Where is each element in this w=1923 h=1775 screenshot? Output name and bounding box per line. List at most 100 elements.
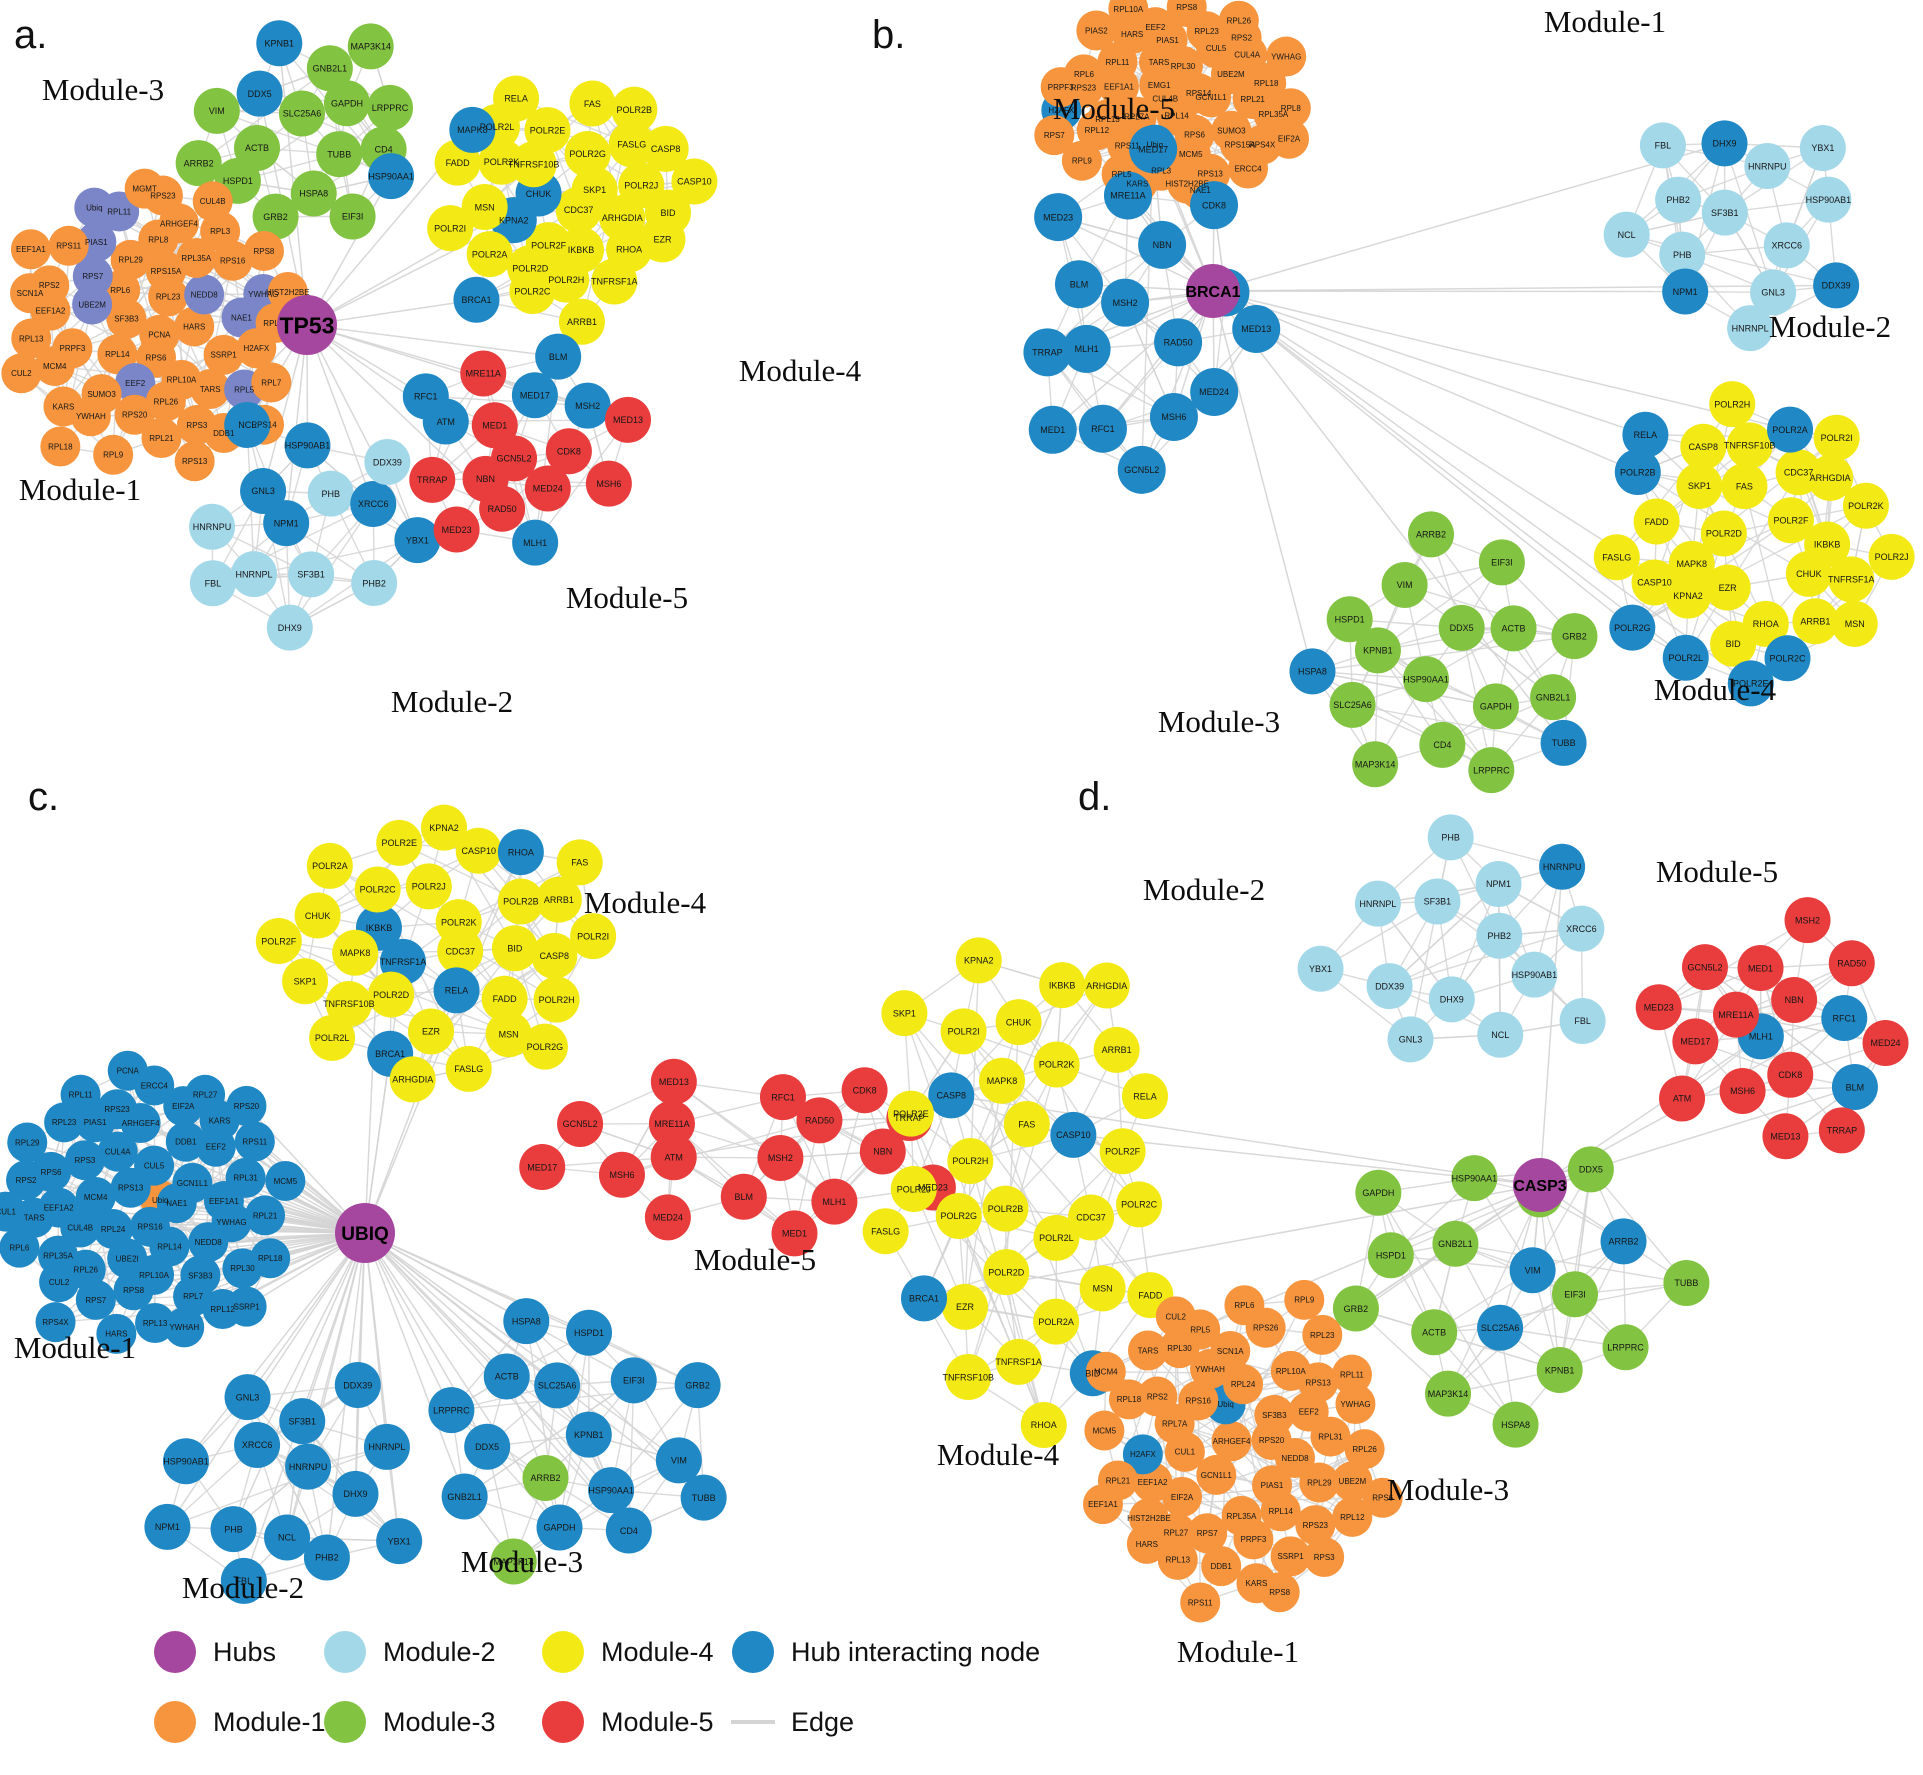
node-KPNB1: [1354, 627, 1401, 674]
node-POLR2K: [1842, 482, 1889, 529]
node-ARHGDIA: [389, 1056, 436, 1103]
module-label-d-module-3: Module-3: [1387, 1472, 1509, 1507]
node-RPL13: [1157, 1539, 1198, 1580]
node-PHB: [1427, 814, 1474, 861]
node-GRB2: [252, 193, 299, 240]
node-FBL: [189, 560, 236, 607]
node-MSN: [461, 184, 508, 231]
module-label-c-module-2: Module-2: [182, 1570, 304, 1605]
node-SF3B1: [1701, 189, 1748, 236]
node-MAP3K14: [347, 23, 394, 70]
node-MRE11A: [460, 350, 507, 397]
node-YWHAG: [1266, 36, 1307, 77]
node-FBL: [220, 1557, 267, 1604]
node-KARS: [43, 386, 84, 427]
node-HNRNPL: [363, 1423, 410, 1470]
node-RELA: [1622, 411, 1669, 458]
module-label-c-module-3: Module-3: [461, 1544, 583, 1579]
node-POLR2L: [309, 1014, 356, 1061]
node-CASP8: [531, 932, 578, 979]
node-HARS: [96, 1313, 137, 1354]
node-RPL18: [1108, 1379, 1149, 1420]
node-RPL14: [97, 334, 138, 375]
node-CUL4A: [97, 1131, 138, 1172]
node-CASP10: [455, 827, 502, 874]
node-POLR2B: [982, 1185, 1029, 1232]
node-MED17: [1129, 125, 1178, 174]
node-MCM5: [1084, 1410, 1125, 1451]
node-RPL23: [1302, 1314, 1343, 1355]
node-EIF3I: [610, 1357, 657, 1404]
node-GCN5L2: [1681, 944, 1728, 991]
node-ARRB2: [175, 140, 222, 187]
node-IKBKB: [1804, 521, 1851, 568]
node-RPS3: [64, 1140, 105, 1181]
node-POLR2H: [1709, 381, 1756, 428]
node-HARS: [174, 306, 215, 347]
node-POLR2J: [890, 1166, 937, 1213]
node-MAP3K14: [1425, 1370, 1472, 1417]
node-POLR2E: [524, 107, 571, 154]
node-RAD50: [1154, 318, 1203, 367]
node-PCNA: [107, 1050, 148, 1091]
node-MED1: [1028, 405, 1077, 454]
node-POLR2C: [354, 866, 401, 913]
node-FADD: [481, 975, 528, 1022]
node-SLC25A6: [278, 90, 325, 137]
hub-node-BRCA1: [1186, 264, 1240, 318]
node-RPL6: [1224, 1285, 1265, 1326]
legend-label-hubs: Hubs: [213, 1637, 276, 1667]
node-KPNA2: [955, 937, 1002, 984]
node-BLM: [720, 1173, 767, 1220]
node-GRB2: [1551, 613, 1598, 660]
node-CUL5: [134, 1145, 175, 1186]
node-SLC25A6: [1329, 681, 1376, 728]
node-VIM: [1381, 561, 1428, 608]
legend-label-module-2: Module-2: [383, 1637, 496, 1667]
node-YBX1: [394, 517, 441, 564]
node-FAS: [569, 80, 616, 127]
legend-label-module-5: Module-5: [601, 1707, 714, 1737]
module-label-b-module-3: Module-3: [1158, 704, 1280, 739]
node-IKBKB: [1039, 962, 1086, 1009]
node-RPS6: [1362, 1477, 1403, 1518]
node-RPL6: [0, 1227, 40, 1268]
node-EZR: [639, 216, 686, 263]
node-GNL3: [240, 467, 287, 514]
node-HNRNPU: [1539, 843, 1586, 890]
hub-node-TP53: [277, 295, 337, 355]
node-CHUK: [294, 892, 341, 939]
node-LRPPRC: [1468, 747, 1515, 794]
node-XRCC6: [1763, 222, 1810, 269]
module-label-c-module-1: Module-1: [14, 1330, 136, 1365]
node-POLR2F: [1099, 1128, 1146, 1175]
node-MED13: [604, 396, 651, 443]
panel-letter-b: b.: [872, 13, 905, 57]
node-VIM: [655, 1437, 702, 1484]
node-RAD50: [1828, 940, 1875, 987]
node-RELA: [1122, 1073, 1169, 1120]
legend-swatch-hub-interacting-node: [732, 1631, 774, 1673]
node-DDX39: [364, 439, 411, 486]
node-LRPPRC: [1602, 1324, 1649, 1371]
node-TNFRSF1A: [591, 258, 638, 305]
node-FBL: [1639, 122, 1686, 169]
node-TNFRSF1A: [995, 1338, 1042, 1385]
node-RFC1: [759, 1074, 806, 1121]
node-EZR: [408, 1008, 455, 1055]
node-POLR2L: [1662, 634, 1709, 681]
node-TNFRSF10B: [945, 1354, 992, 1401]
node-SSRP1: [1270, 1536, 1311, 1577]
node-RHOA: [497, 829, 544, 876]
panel-letter-c: c.: [28, 775, 59, 819]
module-label-d-module-4: Module-4: [937, 1437, 1060, 1472]
node-GAPDH: [323, 80, 370, 127]
node-RPL24: [1223, 1364, 1264, 1405]
node-SCN1A: [1210, 1330, 1251, 1371]
node-HSPD1: [566, 1309, 613, 1356]
node-POLR2H: [533, 976, 580, 1023]
node-GCN5L2: [557, 1100, 604, 1147]
node-TNFRSF1A: [1828, 556, 1875, 603]
node-MSN: [1079, 1265, 1126, 1312]
